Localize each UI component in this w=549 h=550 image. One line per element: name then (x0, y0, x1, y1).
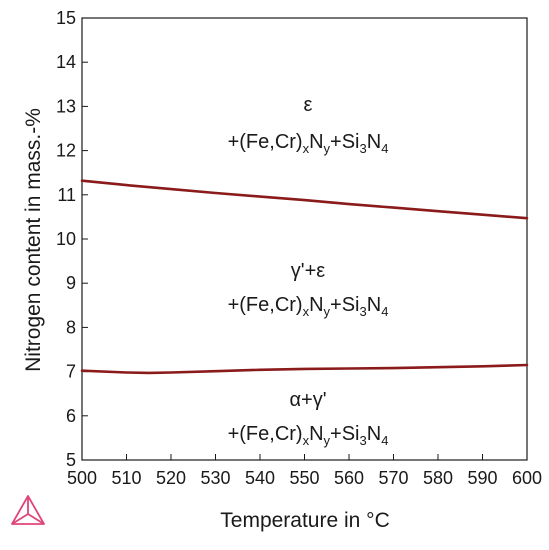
region-gamma-epsilon-compound: +(Fe,Cr)xNy+Si3N4 (228, 294, 389, 319)
x-tick-label: 570 (378, 468, 408, 488)
x-tick-label: 560 (334, 468, 364, 488)
x-tick-label: 600 (512, 468, 542, 488)
y-tick-label: 14 (56, 52, 76, 72)
axes: 500 510 520 530 540 550 560 570 580 590 600 5 6 7 8 9 10… (56, 8, 542, 488)
y-axis-title: Nitrogen content in mass.-% (22, 108, 45, 372)
x-tick-label: 540 (245, 468, 275, 488)
y-tick-label: 12 (56, 141, 76, 161)
x-tick-label: 530 (200, 468, 230, 488)
y-tick-label: 13 (56, 96, 76, 116)
region-label-epsilon: ε +(Fe,Cr)xNy+Si3N4 (228, 94, 389, 156)
phase-boundary-line-2 (80, 363, 529, 375)
phase-boundary-lines (80, 179, 529, 375)
x-tick-label: 520 (156, 468, 186, 488)
region-epsilon-phase: ε (304, 94, 313, 116)
x-tick-label: 580 (423, 468, 453, 488)
y-tick-label: 9 (66, 273, 76, 293)
y-tick-label: 7 (66, 362, 76, 382)
region-alpha-gamma-compound: +(Fe,Cr)xNy+Si3N4 (228, 423, 389, 448)
region-gamma-epsilon-phase: γ'+ε (291, 260, 325, 282)
x-axis-title: Temperature in °C (220, 509, 389, 532)
region-label-alpha-gamma-prime: α+γ' +(Fe,Cr)xNy+Si3N4 (228, 389, 389, 448)
x-tick-label: 550 (289, 468, 319, 488)
phase-boundary-line-1 (80, 179, 529, 220)
region-alpha-gamma-phase: α+γ' (289, 389, 326, 411)
x-tick-label: 590 (467, 468, 497, 488)
y-tick-label: 15 (56, 8, 76, 28)
y-tick-label: 10 (56, 229, 76, 249)
y-tick-label: 6 (66, 406, 76, 426)
region-label-gamma-prime-epsilon: γ'+ε +(Fe,Cr)xNy+Si3N4 (228, 260, 389, 319)
region-epsilon-compound: +(Fe,Cr)xNy+Si3N4 (228, 131, 389, 156)
y-tick-label: 8 (66, 317, 76, 337)
y-tick-label: 11 (57, 185, 76, 205)
y-tick-label: 5 (66, 450, 76, 470)
x-tick-label: 500 (67, 468, 97, 488)
x-tick-label: 510 (111, 468, 141, 488)
thermo-calc-triangle-icon (11, 495, 45, 525)
